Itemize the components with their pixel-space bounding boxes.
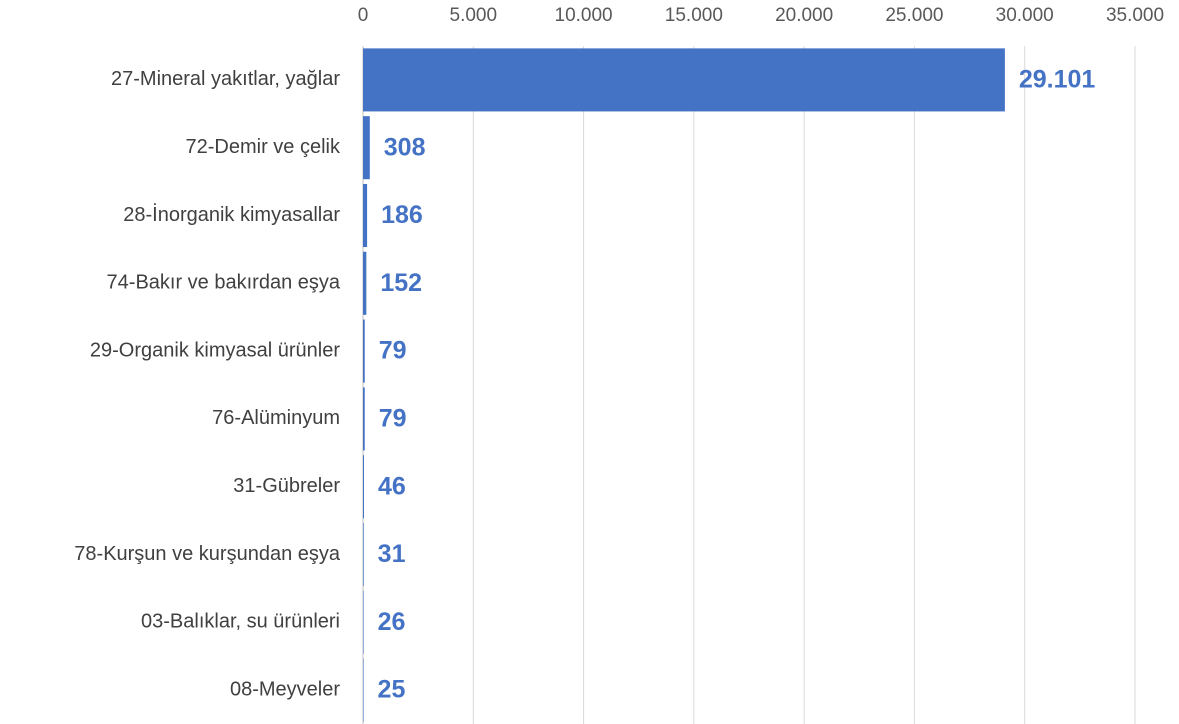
bar [363,590,364,654]
y-tick-label: 03-Balıklar, su ürünleri [141,611,340,633]
bar [363,455,365,519]
x-tick-label: 0 [358,5,369,26]
x-tick-label: 35.000 [1106,5,1164,26]
bar [363,522,364,587]
y-tick-label: 31-Gübreler [233,475,340,497]
x-tick-label: 25.000 [885,5,943,26]
bar [363,658,364,722]
y-tick-label: 72-Demir ve çelik [186,136,341,158]
y-tick-label: 76-Alüminyum [212,407,340,429]
bar [363,251,367,315]
data-label: 25 [378,676,406,704]
data-label: 186 [381,201,423,229]
bar [363,387,365,451]
data-label: 79 [379,405,407,433]
data-label: 152 [380,269,422,297]
data-label: 26 [378,608,406,636]
x-tick-label: 10.000 [555,5,613,26]
y-tick-label: 08-Meyveler [230,678,340,700]
bar [363,48,1005,112]
y-tick-label: 74-Bakır ve bakırdan eşya [107,272,341,294]
y-tick-label: 29-Organik kimyasal ürünler [90,339,340,361]
bar [363,116,370,180]
x-tick-label: 30.000 [996,5,1054,26]
data-label: 29.101 [1019,66,1096,94]
data-label: 79 [379,337,407,365]
y-tick-label: 28-İnorganik kimyasallar [123,203,340,226]
data-label: 31 [378,540,406,568]
x-tick-label: 5.000 [450,5,498,26]
x-tick-label: 20.000 [775,5,833,26]
bar [363,183,368,248]
data-label: 308 [384,133,426,161]
bar [363,319,365,383]
x-tick-label: 15.000 [665,5,723,26]
y-tick-label: 27-Mineral yakıtlar, yağlar [111,68,340,90]
y-tick-label: 78-Kurşun ve kurşundan eşya [74,543,341,565]
data-label: 46 [378,472,406,500]
